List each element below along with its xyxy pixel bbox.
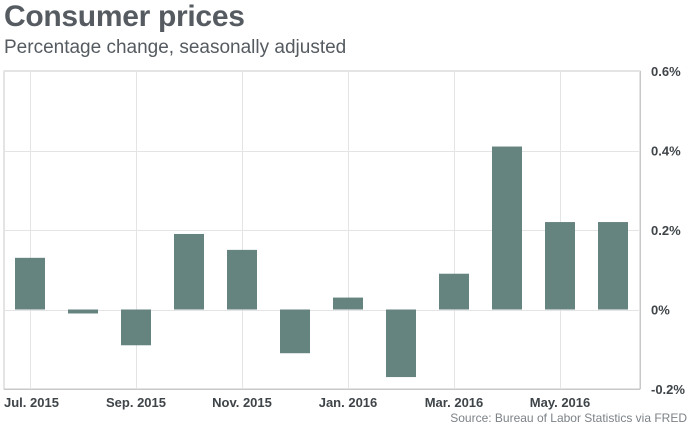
bar bbox=[121, 309, 151, 346]
bar bbox=[598, 222, 628, 310]
x-tick-label: Mar. 2016 bbox=[425, 395, 484, 410]
bar bbox=[174, 233, 204, 310]
source-note: Source: Bureau of Labor Statistics via F… bbox=[450, 411, 687, 425]
y-tick-label: -0.2% bbox=[651, 382, 685, 397]
bar bbox=[492, 146, 522, 310]
y-tick-label: 0.4% bbox=[651, 144, 681, 159]
x-tick-label: Jul. 2015 bbox=[4, 395, 59, 410]
y-tick-label: 0.2% bbox=[651, 223, 681, 238]
bar bbox=[439, 273, 469, 310]
y-tick-label: 0% bbox=[651, 303, 670, 318]
chart-title: Consumer prices bbox=[4, 0, 245, 33]
bar bbox=[227, 249, 257, 310]
bar bbox=[68, 309, 98, 314]
bar bbox=[545, 222, 575, 310]
chart-subtitle: Percentage change, seasonally adjusted bbox=[4, 37, 347, 58]
y-tick-label: 0.6% bbox=[651, 64, 681, 79]
bar bbox=[386, 309, 416, 378]
x-tick-label: Jan. 2016 bbox=[319, 395, 378, 410]
x-tick-label: Sep. 2015 bbox=[106, 395, 166, 410]
bar bbox=[15, 257, 45, 310]
x-tick-label: Nov. 2015 bbox=[212, 395, 272, 410]
bar bbox=[333, 297, 363, 310]
x-tick-label: May. 2016 bbox=[530, 395, 590, 410]
bar bbox=[280, 309, 310, 354]
